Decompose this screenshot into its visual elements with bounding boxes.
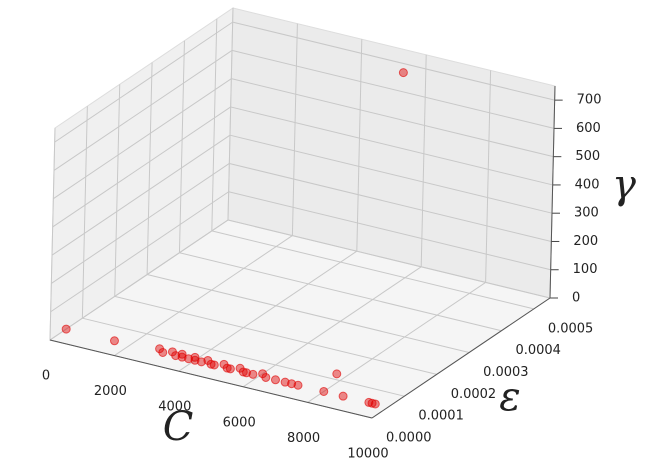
y-tick-label: 0.0001 (418, 409, 464, 424)
grid-line (146, 62, 153, 275)
grid-line (52, 106, 231, 228)
grid-line (178, 250, 358, 372)
point (293, 380, 303, 390)
point (338, 391, 348, 401)
grid-line (229, 134, 553, 214)
z-tick-label: 500 (575, 149, 600, 164)
grid-line (178, 40, 185, 253)
point (261, 372, 271, 382)
grid-line (485, 70, 492, 283)
y-axis-label: ε (499, 374, 520, 420)
x-tick-label: 6000 (223, 415, 256, 430)
grid-line (146, 274, 470, 354)
point (398, 68, 408, 78)
point (248, 369, 258, 379)
y-tick-label: 0.0004 (515, 343, 561, 358)
grid-line (211, 18, 218, 231)
x-tick-label: 8000 (287, 431, 320, 446)
x-tick-label: 2000 (94, 384, 127, 399)
plot: 02000400060008000100000.00000.00010.0002… (42, 7, 602, 462)
grid-line (211, 230, 534, 310)
grid-line (231, 49, 555, 129)
grid-line (227, 219, 551, 299)
grid-line (420, 54, 427, 267)
grid-line (49, 219, 229, 341)
x-tick-label: 10000 (347, 447, 388, 462)
grid-line (179, 252, 502, 332)
grid-line (54, 21, 233, 143)
point (367, 398, 377, 408)
grid-line (114, 295, 437, 375)
point (158, 347, 168, 357)
grid-line (229, 162, 552, 242)
axis-line (371, 297, 551, 419)
z-tick-label: 400 (575, 177, 600, 192)
point (332, 369, 342, 379)
grid-line (231, 78, 554, 158)
point (61, 324, 71, 334)
axis-line (49, 339, 373, 419)
z-tick-label: 300 (574, 206, 599, 221)
z-axis-label: γ (612, 162, 636, 208)
z-tick-label: 100 (573, 262, 598, 277)
grid-line (114, 84, 121, 297)
x-tick-label: 4000 (158, 400, 191, 415)
z-tick-label: 200 (573, 234, 598, 249)
point (225, 364, 235, 374)
grid-line (356, 39, 363, 252)
grid-line (49, 127, 56, 341)
x-axis-label: C (163, 404, 194, 450)
point (206, 359, 216, 369)
grid-line (53, 78, 232, 200)
grid-line (51, 163, 230, 284)
point (238, 367, 248, 377)
point (190, 352, 200, 362)
grid-line (228, 191, 551, 271)
axis-line (549, 85, 556, 299)
point (222, 363, 232, 373)
grid-line (242, 266, 422, 388)
point (109, 336, 119, 346)
grid-line (307, 281, 486, 403)
grid-line (230, 106, 553, 186)
grid-line (232, 21, 555, 101)
z-tick-label: 600 (576, 121, 601, 136)
point (319, 386, 329, 396)
point (177, 349, 187, 359)
y-tick-label: 0.0003 (483, 365, 529, 380)
point (370, 399, 380, 409)
grid-line (81, 106, 88, 319)
y-tick-label: 0.0002 (451, 387, 497, 402)
grid-line (291, 23, 298, 236)
point (270, 375, 280, 385)
grid-line (82, 317, 405, 397)
z-tick-label: 0 (572, 291, 580, 306)
grid-line (51, 134, 231, 256)
y-tick-label: 0.0005 (548, 321, 594, 336)
grid-line (227, 7, 234, 221)
x-tick-label: 0 (42, 369, 50, 384)
grid-line (114, 235, 293, 357)
point (209, 360, 219, 370)
z-tick-label: 700 (577, 93, 602, 108)
grid-line (53, 49, 233, 171)
grid-line (50, 191, 229, 313)
y-tick-label: 0.0000 (386, 431, 432, 446)
